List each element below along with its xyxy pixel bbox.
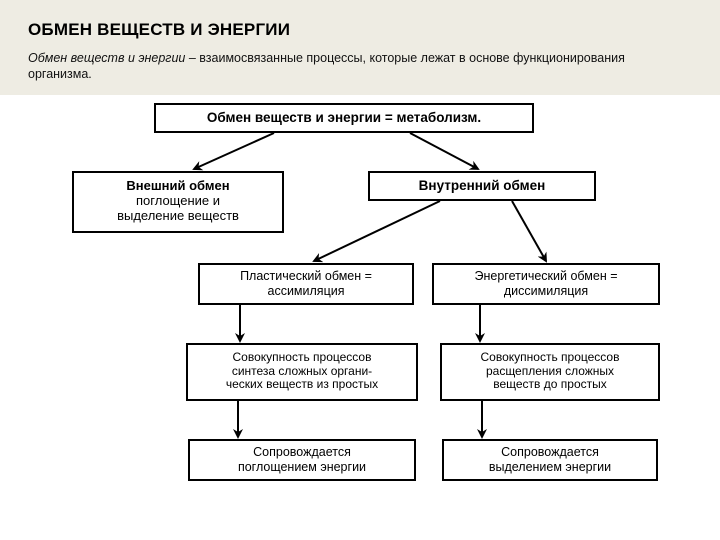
flowchart-diagram: Обмен веществ и энергии = метаболизм. Вне… xyxy=(0,95,720,515)
node-line: диссимиляция xyxy=(434,284,658,298)
node-line: выделением энергии xyxy=(444,460,656,474)
node-line: поглощение и xyxy=(74,194,282,209)
node-line: Внутренний обмен xyxy=(370,178,594,194)
node-int: Внутренний обмен xyxy=(368,171,596,201)
node-line: Пластический обмен = xyxy=(200,269,412,283)
node-plast: Пластический обмен =ассимиляция xyxy=(198,263,414,305)
node-line: расщепления сложных xyxy=(442,365,658,379)
node-line: поглощением энергии xyxy=(190,460,414,474)
node-line: Совокупность процессов xyxy=(188,351,416,365)
node-line: ческих веществ из простых xyxy=(188,378,416,392)
node-line: ассимиляция xyxy=(200,284,412,298)
node-line: Энергетический обмен = xyxy=(434,269,658,283)
arrow-root-to-int xyxy=(410,133,478,169)
node-line: Внешний обмен xyxy=(74,179,282,194)
node-line: синтеза сложных органи- xyxy=(188,365,416,379)
node-energ: Энергетический обмен =диссимиляция xyxy=(432,263,660,305)
arrow-root-to-ext xyxy=(194,133,274,169)
node-e_def: Совокупность процессоврасщепления сложны… xyxy=(440,343,660,401)
node-line: веществ до простых xyxy=(442,378,658,392)
node-ext: Внешний обменпоглощение ивыделение вещес… xyxy=(72,171,284,233)
node-p_def: Совокупность процессовсинтеза сложных ор… xyxy=(186,343,418,401)
node-line: Обмен веществ и энергии = метаболизм. xyxy=(156,110,532,126)
intro-italic: Обмен веществ и энергии xyxy=(28,51,185,65)
node-line: Совокупность процессов xyxy=(442,351,658,365)
arrow-int-to-energ xyxy=(512,201,546,261)
header-band: ОБМЕН ВЕЩЕСТВ И ЭНЕРГИИ Обмен веществ и … xyxy=(0,0,720,95)
node-root: Обмен веществ и энергии = метаболизм. xyxy=(154,103,534,133)
node-line: выделение веществ xyxy=(74,209,282,224)
node-p_acc: Сопровождаетсяпоглощением энергии xyxy=(188,439,416,481)
node-line: Сопровождается xyxy=(190,445,414,459)
arrow-int-to-plast xyxy=(314,201,440,261)
node-e_acc: Сопровождаетсявыделением энергии xyxy=(442,439,658,481)
intro-text: Обмен веществ и энергии – взаимосвязанны… xyxy=(28,50,692,83)
page-title: ОБМЕН ВЕЩЕСТВ И ЭНЕРГИИ xyxy=(28,20,692,40)
node-line: Сопровождается xyxy=(444,445,656,459)
